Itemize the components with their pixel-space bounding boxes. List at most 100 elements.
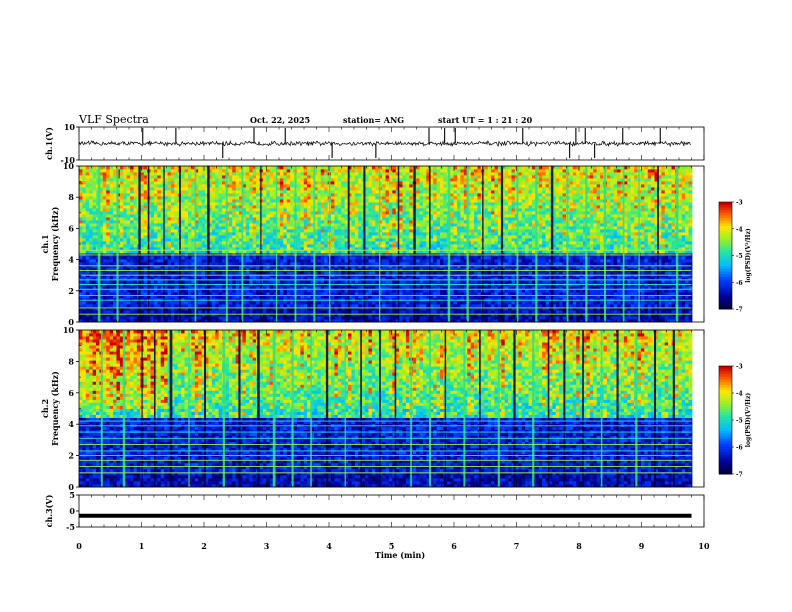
ch1-sferic-streak [329, 166, 330, 322]
ch1-sferic-streak [551, 166, 553, 322]
ch1-sferic-streak [657, 166, 659, 322]
ch2-sferic-streak [479, 330, 481, 487]
colorbar-tick-label: -3 [736, 200, 743, 207]
x-tick-label: 6 [451, 541, 457, 551]
y-tick-label: 10 [64, 122, 76, 132]
colorbar-tick-label: -4 [736, 226, 743, 233]
y-tick-label: 6 [68, 223, 74, 233]
ch1-sferic-streak [535, 166, 537, 322]
ch1-sferic-streak [585, 166, 587, 322]
colorbar-tick-label: -3 [736, 364, 743, 371]
ch2-sferic-streak [463, 330, 465, 487]
ch2-sferic-streak [154, 330, 156, 487]
y-tick-label: 0 [69, 506, 75, 516]
ch2-sferic-streak [498, 330, 500, 487]
ch2-sferic-streak [445, 330, 446, 487]
ch2-sferic-streak [292, 330, 294, 487]
ch1-sferic-streak [398, 166, 399, 322]
x-tick-label: 9 [639, 541, 645, 551]
vlf-spectra-figure: 10-10ch.1(V)0246810ch.1 Frequency (kHz)-3… [0, 0, 792, 612]
ch1-sferic-streak [242, 166, 244, 322]
ch2-colorbar-label: log(PSD)(V²/Hz) [745, 393, 752, 448]
ch1-sferic-streak [363, 166, 365, 322]
x-tick-label: 4 [326, 541, 332, 551]
ch2-ylabel: ch.2 [40, 399, 50, 418]
x-tick-label: 0 [76, 541, 82, 551]
ch1-sferic-streak [260, 166, 261, 322]
ch1-ylabel: ch.1(V) [44, 127, 54, 160]
y-tick-label: 8 [68, 192, 74, 202]
ch1-sferic-streak [195, 166, 197, 322]
ch2-sferic-streak [654, 330, 656, 487]
ch2-sferic-streak [673, 330, 675, 487]
ch1-sferic-streak [163, 166, 164, 322]
y-tick-label: 2 [68, 286, 74, 296]
ch1-sferic-streak [379, 166, 380, 322]
y-tick-label: 10 [63, 161, 75, 171]
ch1-sferic-streak [276, 166, 277, 322]
ch2-sferic-streak [395, 330, 397, 487]
ch1-ylabel-frequency: Frequency (kHz) [50, 206, 60, 281]
ch1-sferic-streak [517, 166, 519, 322]
ch2-ylabel-frequency: Frequency (kHz) [50, 371, 60, 446]
ch2-sferic-streak [188, 330, 189, 487]
y-tick-label: 10 [63, 325, 75, 335]
ch1-sferic-streak [179, 166, 181, 322]
y-tick-label: 4 [68, 255, 74, 265]
ch2-sferic-streak [345, 330, 346, 487]
ch2-sferic-streak [379, 330, 381, 487]
ch1-sferic-streak [138, 166, 140, 322]
x-tick-label: 10 [698, 541, 710, 551]
ch2-sferic-streak [360, 330, 362, 487]
ch2-sferic-streak [410, 330, 412, 487]
ch1-sferic-streak [448, 166, 450, 322]
ch1-sferic-streak [567, 166, 569, 322]
ch2-sferic-streak [204, 330, 206, 487]
colorbar-tick-label: -4 [736, 391, 743, 398]
ch1-sferic-streak [226, 166, 228, 322]
x-tick-label: 7 [514, 541, 520, 551]
ch1-sferic-streak [207, 166, 210, 322]
ch1-sferic-streak [467, 166, 469, 322]
y-tick-label: 8 [68, 356, 74, 366]
ch1-sferic-streak [313, 166, 315, 322]
ch2-sferic-streak [635, 330, 637, 487]
ch2-sferic-streak [273, 330, 276, 487]
ch2-sferic-streak [310, 330, 312, 487]
ch1-colorbar-label: log(PSD)(V²/Hz) [745, 228, 752, 283]
colorbar-tick-label: -5 [736, 253, 743, 260]
colorbar-tick-label: -6 [736, 280, 743, 287]
ch2-sferic-streak [223, 330, 225, 487]
y-tick-label: 2 [68, 451, 74, 461]
ch2-sferic-streak [326, 330, 328, 487]
colorbar-tick-label: -7 [736, 472, 743, 479]
ch1-sferic-streak [676, 166, 678, 322]
ch1-sferic-streak [482, 166, 483, 322]
x-tick-label: 2 [201, 541, 207, 551]
ch2-sferic-streak [101, 330, 103, 487]
x-tick-label: 3 [264, 541, 270, 551]
ch1-sferic-streak [117, 166, 119, 322]
ch2-sferic-streak [548, 330, 550, 487]
ch2-sferic-streak [238, 330, 240, 487]
ch1-ylabel: ch.1 [40, 234, 50, 253]
ch1-sferic-streak [348, 166, 350, 322]
ch2-sferic-streak [513, 330, 515, 487]
x-tick-label: 1 [139, 541, 145, 551]
colorbar-tick-label: -7 [736, 307, 743, 314]
ch2-sferic-streak [582, 330, 584, 487]
ch2-sferic-streak [617, 330, 619, 487]
ch1-sferic-streak [148, 166, 150, 322]
ch2-sferic-streak [142, 330, 143, 487]
ch1-sferic-streak [429, 166, 431, 322]
ch2-sferic-streak [429, 330, 431, 487]
y-tick-label: 4 [68, 419, 74, 429]
ch2-sferic-streak [170, 330, 173, 487]
ch1-waveform-trace [79, 141, 691, 146]
y-tick-label: -5 [66, 522, 75, 532]
y-tick-label: 5 [69, 490, 75, 500]
ch1-spectrogram-image [79, 166, 692, 322]
y-tick-label: 6 [68, 388, 74, 398]
ch3-ylabel: ch.3(V) [44, 494, 54, 527]
ch2-sferic-streak [123, 330, 126, 487]
